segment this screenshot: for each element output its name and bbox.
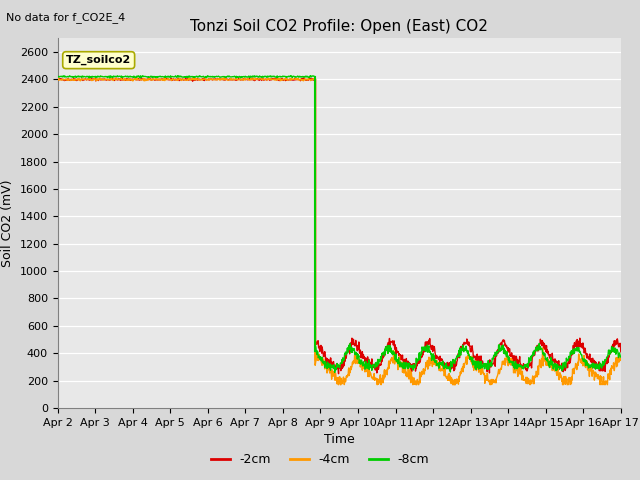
Legend: -2cm, -4cm, -8cm: -2cm, -4cm, -8cm	[206, 448, 434, 471]
Title: Tonzi Soil CO2 Profile: Open (East) CO2: Tonzi Soil CO2 Profile: Open (East) CO2	[190, 20, 488, 35]
Text: No data for f_CO2E_4: No data for f_CO2E_4	[6, 12, 125, 23]
Text: TZ_soilco2: TZ_soilco2	[66, 55, 131, 65]
Y-axis label: Soil CO2 (mV): Soil CO2 (mV)	[1, 180, 14, 267]
X-axis label: Time: Time	[324, 433, 355, 446]
